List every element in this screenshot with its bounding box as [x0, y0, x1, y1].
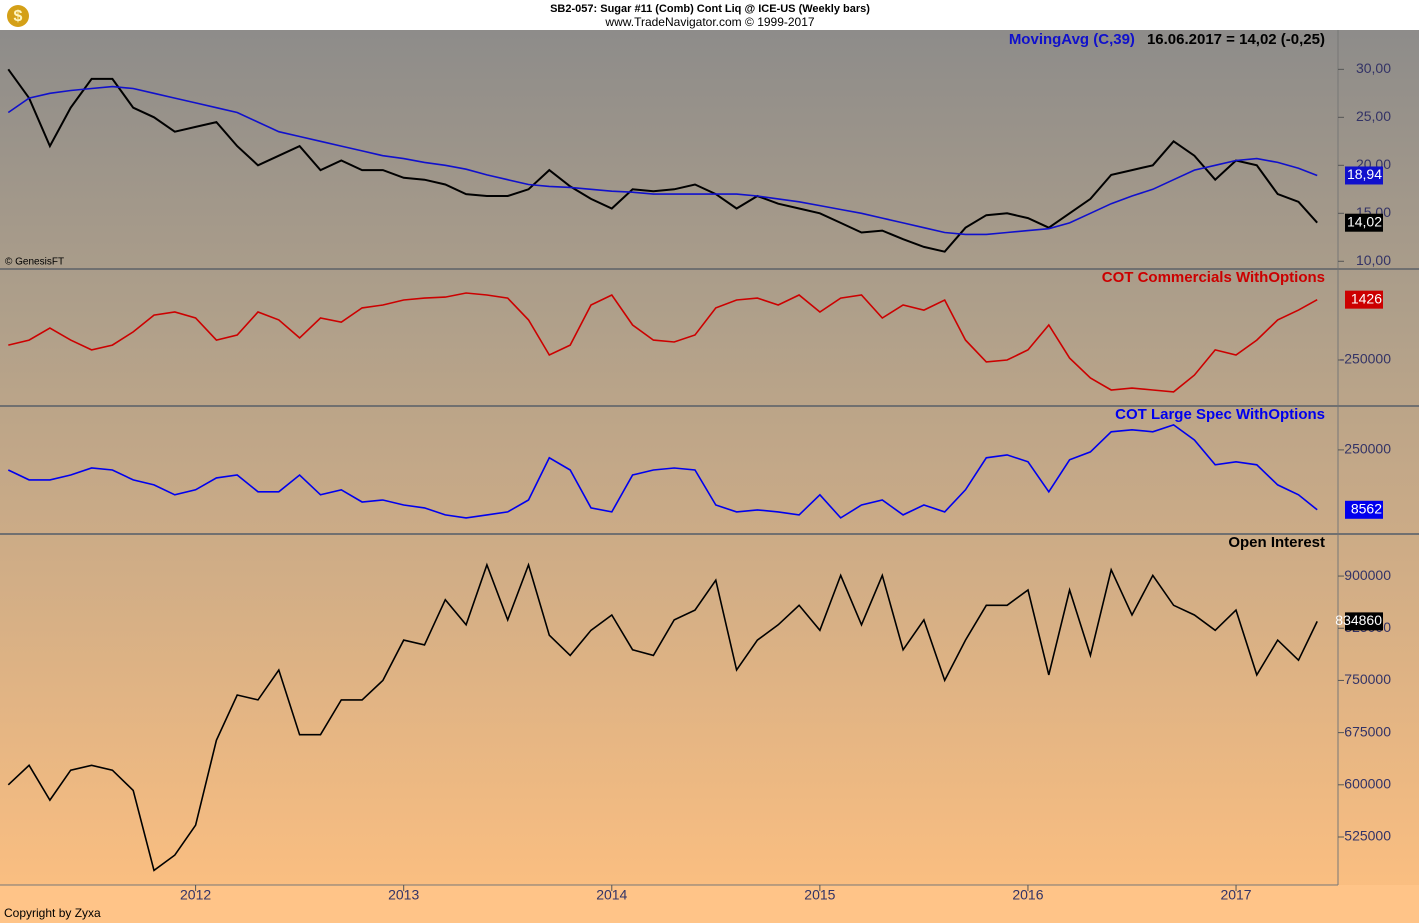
x-tick-label: 2017 — [1220, 887, 1251, 903]
series-line — [7, 424, 1318, 519]
y-tick-label: 10,00 — [1356, 252, 1391, 268]
x-tick-label: 2014 — [596, 887, 627, 903]
y-tick-label: 675000 — [1344, 723, 1391, 739]
legend-entry: COT Commercials WithOptions — [1102, 269, 1325, 286]
header-band — [0, 0, 1419, 30]
logo: $ — [7, 5, 29, 27]
x-tick-label: 2015 — [804, 887, 835, 903]
legend: Open Interest — [1228, 534, 1325, 551]
y-tick-label: 30,00 — [1356, 60, 1391, 76]
last-value-label: 18,94 — [1347, 166, 1382, 182]
legend: COT Commercials WithOptions — [1102, 269, 1325, 286]
last-value-label: 834860 — [1335, 612, 1382, 628]
x-tick-label: 2012 — [180, 887, 211, 903]
y-tick-label: 250000 — [1344, 441, 1391, 457]
y-tick-label: 900000 — [1344, 567, 1391, 583]
chart-title: SB2-057: Sugar #11 (Comb) Cont Liq @ ICE… — [550, 3, 870, 15]
last-value-box — [1345, 213, 1383, 232]
copyright: Copyright by Zyxa — [4, 906, 101, 920]
y-tick-label: 525000 — [1344, 828, 1391, 844]
source-note: © GenesisFT — [5, 257, 64, 268]
x-tick-label: 2016 — [1012, 887, 1043, 903]
series-line — [7, 562, 1318, 872]
y-tick-label: 25,00 — [1356, 108, 1391, 124]
x-tick-label: 2013 — [388, 887, 419, 903]
last-value-box — [1345, 290, 1383, 309]
last-value-box — [1345, 612, 1383, 631]
series-line — [7, 68, 1318, 253]
y-tick-label: 750000 — [1344, 671, 1391, 687]
chart-subtitle: www.TradeNavigator.com © 1999-2017 — [604, 15, 814, 29]
y-tick-label: 600000 — [1344, 776, 1391, 792]
legend-entry: MovingAvg (C,39) — [1009, 31, 1135, 48]
last-value-box — [1345, 500, 1383, 519]
last-value-box — [1345, 166, 1383, 185]
last-value-label: 14,02 — [1347, 213, 1382, 229]
legend-info: 16.06.2017 = 14,02 (-0,25) — [1147, 31, 1325, 48]
footer-band — [0, 885, 1419, 923]
legend-entry: COT Large Spec WithOptions — [1115, 406, 1325, 423]
last-value-label: 8562 — [1351, 500, 1382, 516]
y-tick-label: -250000 — [1340, 351, 1392, 367]
svg-text:$: $ — [14, 8, 23, 25]
last-value-label: 1426 — [1351, 290, 1382, 306]
legend-entry: Open Interest — [1228, 534, 1325, 551]
legend: MovingAvg (C,39) 16.06.2017 = 14,02 (-0,2… — [1009, 31, 1325, 48]
series-line — [7, 85, 1318, 236]
legend: COT Large Spec WithOptions — [1115, 406, 1325, 423]
series-line — [8, 292, 1318, 393]
